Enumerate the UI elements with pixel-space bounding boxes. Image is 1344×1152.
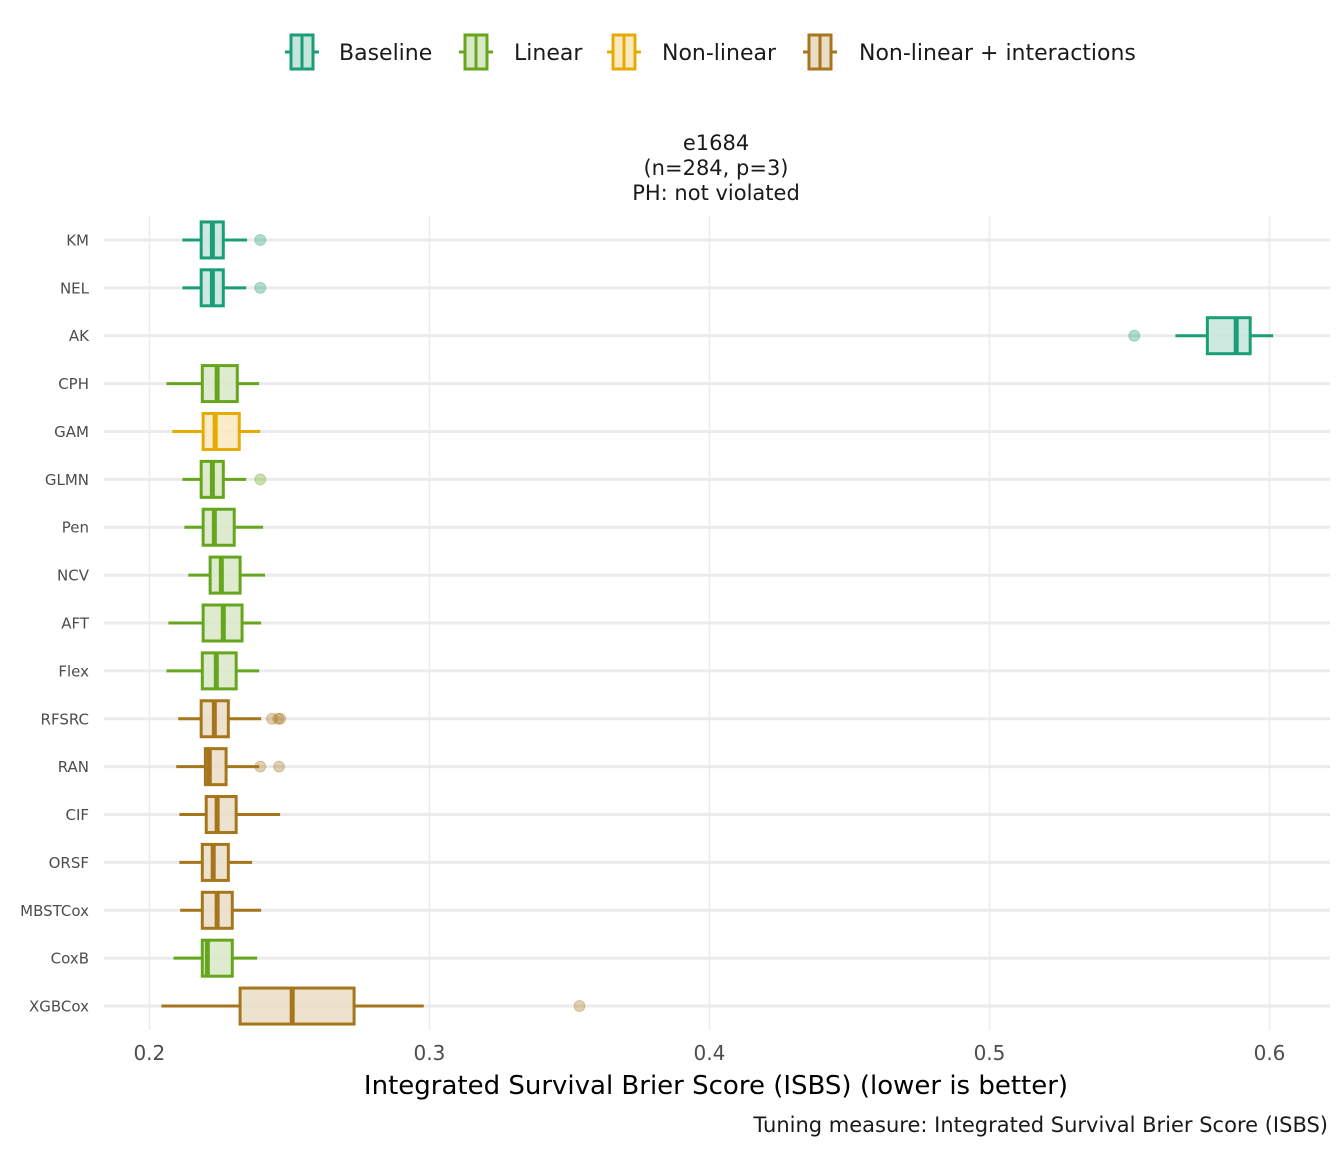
legend-item-non-linear: Non-linear [607,33,777,71]
box-km [182,220,267,260]
box-pen [184,507,264,547]
y-tick-label: CPH [58,375,89,393]
grid [104,216,1330,1030]
x-tick-label: 0.4 [694,1041,726,1065]
box-xgbcox [161,986,586,1026]
box-orsf [179,842,253,882]
box-iqr [208,555,242,595]
box-ran [176,747,286,787]
outlier-point [254,473,267,486]
box-ak [1128,316,1274,356]
legend-item-non-linear-interactions: Non-linear + interactions [803,33,1136,71]
box-flex [166,651,260,691]
legend-label: Non-linear [662,41,777,66]
x-tick-label: 0.3 [413,1041,445,1065]
y-tick-label: GLMN [45,471,89,489]
y-tick-label: MBSTCox [20,902,89,920]
y-tick-label: AFT [61,615,90,633]
outlier-point [573,1000,586,1013]
title-line-1: e1684 [683,131,749,155]
legend-label: Non-linear + interactions [859,41,1136,66]
box-iqr [201,507,236,547]
legend: Baseline Linear Non-linear Non-linear + int… [285,33,1136,71]
legend-item-linear: Linear [459,33,583,71]
box-aft [168,603,262,643]
y-tick-label: RAN [58,758,89,776]
facet-title: e1684 (n=284, p=3) PH: not violated [632,131,800,205]
title-line-3: PH: not violated [632,181,800,205]
outlier-point [254,281,267,294]
box-iqr [204,795,238,835]
title-line-2: (n=284, p=3) [643,156,788,180]
box-cif [179,795,281,835]
box-nel [182,268,267,308]
legend-item-baseline: Baseline [285,33,432,71]
y-tick-label: RFSRC [41,710,89,728]
box-cph [166,364,260,404]
outlier-point [1128,329,1141,342]
y-tick-label: Pen [62,519,89,537]
y-tick-label: NEL [60,279,90,297]
x-axis-title: Integrated Survival Brier Score (ISBS) (… [364,1071,1068,1101]
box-mbstcox [180,890,262,930]
outlier-point [274,712,287,725]
y-tick-label: AK [69,327,90,345]
box-coxb [173,938,258,978]
y-tick-label: GAM [54,423,89,441]
box-iqr [1205,316,1252,356]
outlier-point [254,760,267,773]
box-gam [172,411,261,451]
y-tick-label: CoxB [51,950,89,968]
legend-label: Linear [514,41,583,66]
y-tick-label: KM [66,231,89,249]
y-tick-label: CIF [65,806,89,824]
caption: Tuning measure: Integrated Survival Brie… [752,1113,1328,1137]
box-iqr [201,411,241,451]
box-iqr [238,986,356,1026]
box-rfsrc [178,699,287,739]
outlier-point [266,712,279,725]
outlier-point [272,712,285,725]
x-tick-label: 0.2 [133,1041,165,1065]
y-tick-label: XGBCox [29,998,89,1016]
box-ncv [188,555,266,595]
box-iqr [200,651,238,691]
x-axis-ticks: 0.2 0.3 0.4 0.5 0.6 [133,1041,1285,1065]
box-iqr [200,364,239,404]
y-tick-label: Flex [58,662,89,680]
y-tick-label: ORSF [49,854,89,872]
outlier-point [254,233,267,246]
box-glmn [182,459,267,499]
legend-label: Baseline [339,41,432,66]
outlier-point [273,760,286,773]
x-tick-label: 0.6 [1254,1041,1286,1065]
y-axis-labels: KM NEL AK CPH GAM GLMN Pen NCV AFT Flex RFSRC RAN CI… [20,231,90,1015]
x-tick-label: 0.5 [974,1041,1006,1065]
y-tick-label: NCV [57,567,90,585]
boxes [161,220,1274,1026]
